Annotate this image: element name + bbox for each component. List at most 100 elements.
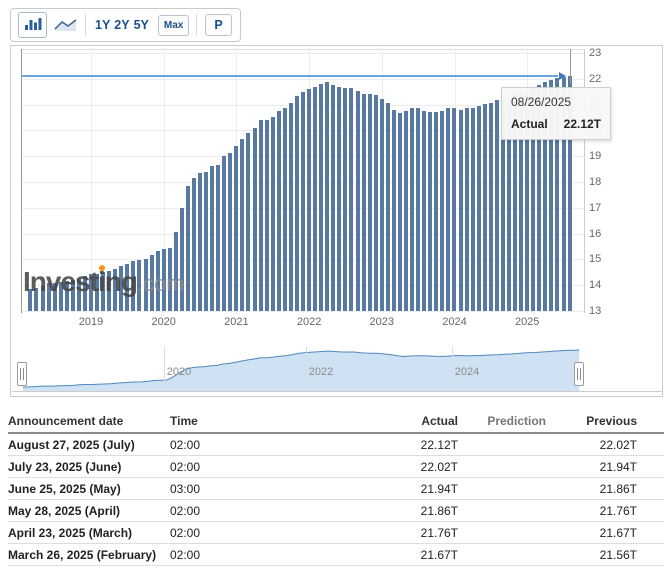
x-axis-label: 2021 — [224, 316, 249, 328]
data-bar — [258, 120, 263, 311]
table-row: August 27, 2025 (July) 02:00 22.12T 22.02T — [8, 433, 664, 456]
y-axis-label: 13 — [589, 305, 602, 317]
data-bar — [270, 116, 275, 311]
data-bar — [294, 95, 299, 311]
announcements-table: Announcement date Time Actual Prediction Pre… — [8, 410, 664, 566]
cell-actual: 22.02T — [328, 455, 466, 478]
navigator-gridline — [452, 346, 453, 391]
data-bar — [476, 105, 481, 311]
data-bar — [422, 110, 427, 311]
data-bar — [367, 94, 372, 311]
data-bar — [331, 85, 336, 311]
data-bar — [391, 109, 396, 311]
cell-prediction — [466, 477, 554, 500]
y-axis-label: 14 — [589, 279, 602, 292]
tooltip-date: 08/26/2025 — [511, 95, 572, 109]
x-axis-label: 2025 — [514, 316, 540, 328]
navigator-area-chart — [22, 349, 580, 391]
data-bar — [531, 87, 536, 311]
y-axis-label: 17 — [589, 201, 602, 214]
column-header-previous: Previous — [554, 410, 664, 434]
chart-tooltip: 08/26/2025 Actual 22.12T — [501, 87, 611, 140]
column-header-prediction: Prediction — [466, 410, 554, 434]
bar-chart-type-button[interactable] — [18, 12, 47, 38]
range-1y-button[interactable]: 1Y — [95, 18, 111, 32]
data-bar — [488, 103, 493, 311]
cell-time: 02:00 — [158, 433, 328, 456]
data-bar — [373, 95, 378, 311]
tooltip-label: Actual — [511, 117, 548, 131]
cell-date: June 25, 2025 (May) — [8, 477, 158, 500]
data-bar — [95, 273, 100, 311]
line-chart-type-button[interactable] — [54, 16, 78, 35]
range-5y-button[interactable]: 5Y — [133, 18, 149, 32]
cell-previous: 21.86T — [554, 477, 664, 500]
watermark-i: i — [97, 265, 106, 297]
data-bar — [319, 83, 324, 311]
navigator-left-handle[interactable] — [17, 362, 27, 386]
data-bar — [216, 164, 221, 311]
table-row: May 28, 2025 (April) 02:00 21.86T 21.76T — [8, 499, 664, 522]
navigator-right-handle[interactable] — [574, 362, 584, 386]
p-button[interactable]: P — [205, 14, 232, 36]
x-gridline — [163, 49, 165, 313]
data-bar — [288, 103, 293, 311]
cell-prediction — [466, 521, 554, 544]
data-bar — [40, 285, 45, 311]
data-bar — [107, 271, 112, 311]
data-bar — [58, 282, 63, 311]
navigator-year-label: 2020 — [166, 366, 192, 378]
data-bar — [537, 84, 542, 311]
data-bar — [46, 282, 51, 311]
y-axis-label: 16 — [589, 227, 602, 240]
table-row: June 25, 2025 (May) 03:00 21.94T 21.86T — [8, 477, 664, 500]
data-bar — [28, 288, 33, 311]
y-axis-label: 15 — [589, 253, 602, 266]
cell-actual: 21.94T — [328, 477, 466, 500]
data-bar — [131, 261, 136, 311]
cell-prediction — [466, 455, 554, 478]
data-bar — [173, 231, 178, 311]
cell-date: April 23, 2025 (March) — [8, 521, 158, 544]
data-bar — [137, 259, 142, 311]
column-header-time: Time — [158, 410, 328, 434]
data-bar — [210, 166, 215, 311]
navigator-gridline — [306, 346, 307, 391]
data-bar — [101, 272, 106, 311]
data-bar — [70, 279, 75, 311]
investing-watermark: Investi ng.com — [23, 265, 185, 297]
data-bar — [440, 111, 445, 311]
data-bar — [337, 87, 342, 311]
cell-previous: 21.56T — [554, 543, 664, 566]
data-bar — [410, 108, 415, 311]
navigator-year-label: 2022 — [308, 366, 334, 378]
range-max-button[interactable]: Max — [157, 14, 190, 36]
x-axis-label: 2024 — [442, 316, 467, 328]
data-bar — [149, 255, 154, 311]
data-bar — [519, 90, 524, 311]
data-bar — [513, 92, 518, 311]
toolbar-separator — [85, 14, 86, 36]
y-gridline — [22, 311, 584, 312]
data-bar — [52, 282, 57, 311]
data-bar — [276, 111, 281, 311]
data-bar — [204, 171, 209, 311]
data-bar — [64, 280, 69, 311]
y-axis-line-left — [21, 49, 22, 313]
data-bar — [379, 99, 384, 311]
data-bar — [403, 110, 408, 311]
data-bar — [561, 77, 566, 311]
watermark-com: .com — [136, 271, 185, 296]
data-bar — [191, 177, 196, 311]
data-bar — [252, 127, 257, 311]
cell-prediction — [466, 433, 554, 456]
range-2y-button[interactable]: 2Y — [114, 18, 130, 32]
cell-actual: 21.86T — [328, 499, 466, 522]
cell-prediction — [466, 499, 554, 522]
data-bar — [179, 208, 184, 311]
table-row: April 23, 2025 (March) 02:00 21.76T 21.67T — [8, 521, 664, 544]
data-bar — [76, 278, 81, 311]
cell-time: 02:00 — [158, 455, 328, 478]
data-bar — [246, 132, 251, 311]
cell-time: 02:00 — [158, 543, 328, 566]
